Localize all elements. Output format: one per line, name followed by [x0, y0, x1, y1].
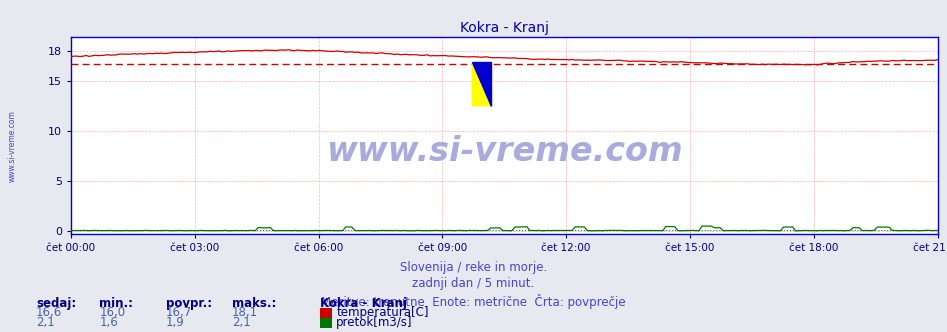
Text: 1,6: 1,6: [99, 316, 118, 329]
Text: zadnji dan / 5 minut.: zadnji dan / 5 minut.: [412, 277, 535, 290]
Text: pretok[m3/s]: pretok[m3/s]: [336, 316, 413, 329]
Text: Slovenija / reke in morje.: Slovenija / reke in morje.: [400, 261, 547, 274]
Text: 16,7: 16,7: [166, 306, 192, 319]
Text: 16,0: 16,0: [99, 306, 126, 319]
Polygon shape: [473, 62, 491, 106]
Text: www.si-vreme.com: www.si-vreme.com: [326, 134, 683, 168]
Text: povpr.:: povpr.:: [166, 297, 212, 310]
Text: 18,1: 18,1: [232, 306, 259, 319]
Text: Meritve: trenutne  Enote: metrične  Črta: povprečje: Meritve: trenutne Enote: metrične Črta: …: [321, 294, 626, 309]
Text: temperatura[C]: temperatura[C]: [336, 306, 429, 319]
Text: 2,1: 2,1: [36, 316, 55, 329]
Text: 2,1: 2,1: [232, 316, 251, 329]
Text: sedaj:: sedaj:: [36, 297, 77, 310]
Text: 16,6: 16,6: [36, 306, 63, 319]
Text: 1,9: 1,9: [166, 316, 185, 329]
Text: maks.:: maks.:: [232, 297, 277, 310]
Polygon shape: [473, 62, 491, 106]
Text: Kokra - Kranj: Kokra - Kranj: [320, 297, 407, 310]
Title: Kokra - Kranj: Kokra - Kranj: [460, 21, 548, 35]
Text: www.si-vreme.com: www.si-vreme.com: [8, 110, 17, 182]
Text: min.:: min.:: [99, 297, 134, 310]
